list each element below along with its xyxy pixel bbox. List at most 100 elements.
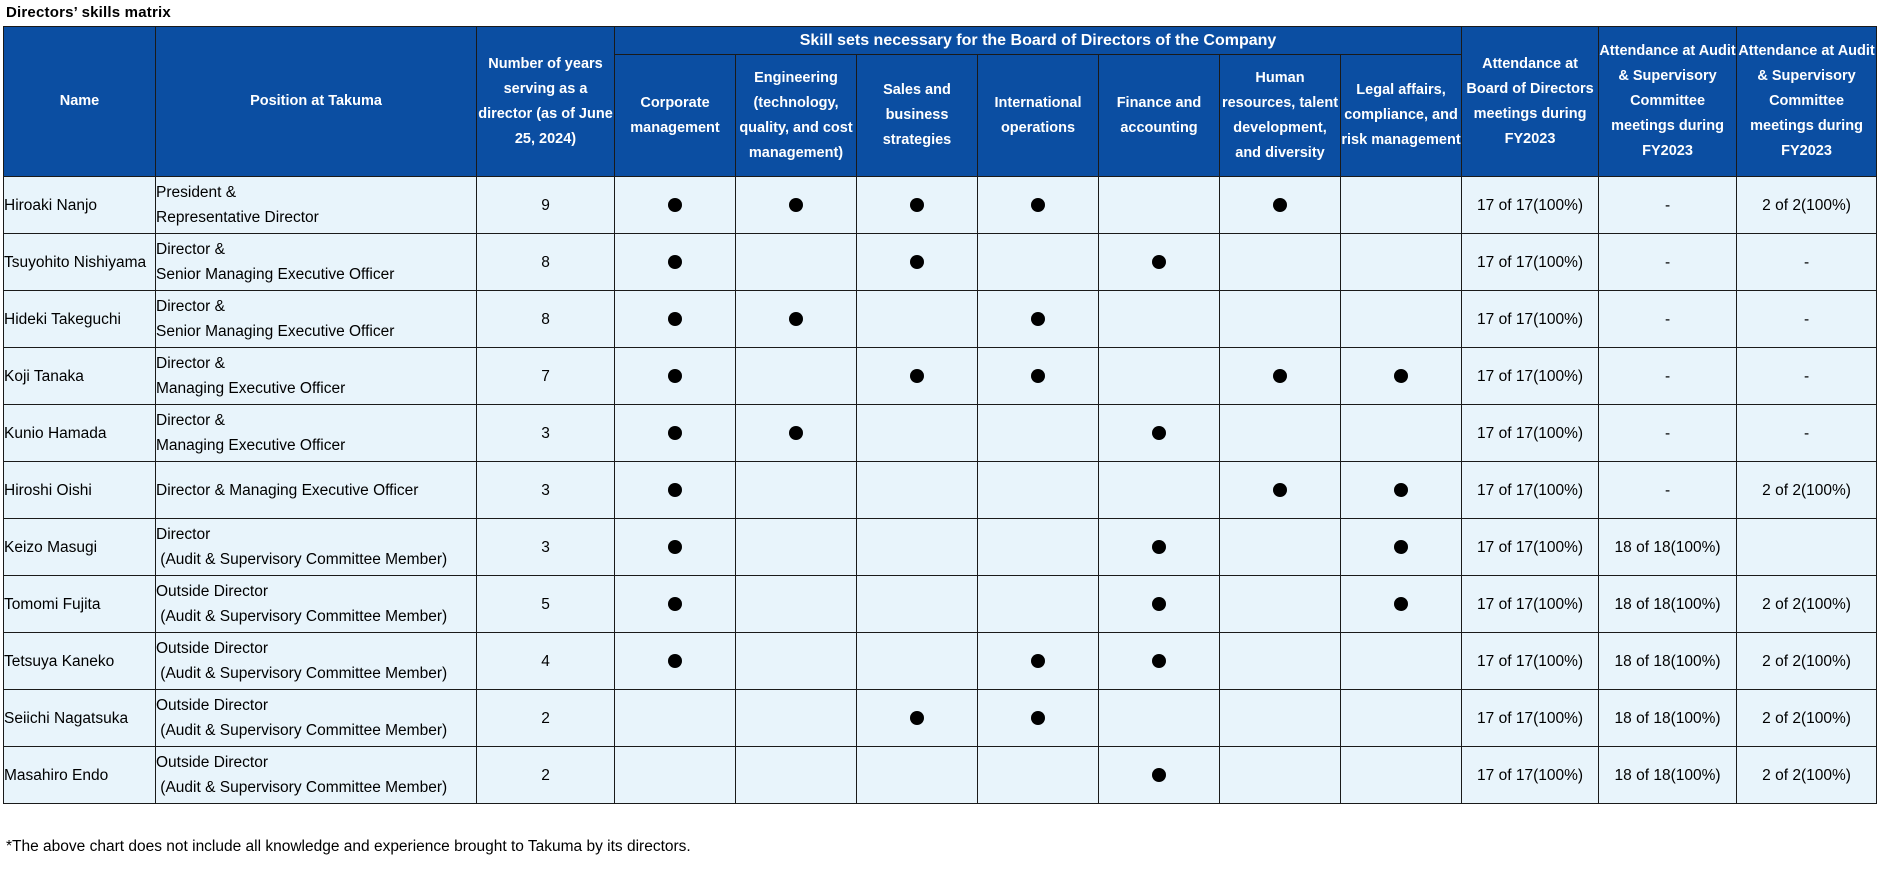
skill-cell — [1098, 176, 1220, 234]
skill-marker-icon — [910, 255, 924, 270]
skill-cell — [1098, 404, 1220, 462]
director-years: 2 — [476, 746, 615, 804]
skill-cell — [977, 518, 1099, 576]
skill-marker-icon — [910, 198, 924, 213]
footnote: *The above chart does not include all kn… — [6, 838, 691, 855]
skill-cell — [1098, 233, 1220, 291]
director-position: Director & Managing Executive Officer — [155, 404, 477, 462]
attendance-board: 17 of 17(100%) — [1461, 632, 1600, 690]
skill-cell — [1098, 347, 1220, 405]
director-name: Seiichi Nagatsuka — [3, 689, 156, 747]
skill-marker-icon — [668, 255, 682, 270]
director-position: Outside Director (Audit & Supervisory Co… — [155, 632, 477, 690]
skill-cell — [614, 632, 736, 690]
table-row: Tsuyohito Nishiyama Director & Senior Man… — [3, 233, 1878, 291]
header-skill-finance: Finance and accounting — [1098, 54, 1220, 177]
skill-marker-icon — [668, 540, 682, 555]
skill-cell — [1098, 689, 1220, 747]
skill-cell — [1339, 290, 1463, 348]
table-row: Masahiro Endo Outside Director (Audit & S… — [3, 746, 1878, 804]
attendance-board: 17 of 17(100%) — [1461, 290, 1600, 348]
attendance-audit-2: - — [1736, 347, 1878, 405]
director-years: 4 — [476, 632, 615, 690]
attendance-board: 17 of 17(100%) — [1461, 746, 1600, 804]
skill-cell — [856, 518, 978, 576]
director-position: Director & Senior Managing Executive Off… — [155, 233, 477, 291]
attendance-audit-1: - — [1598, 290, 1738, 348]
skill-marker-icon — [1152, 768, 1166, 783]
skill-marker-icon — [1273, 369, 1287, 384]
director-name: Tetsuya Kaneko — [3, 632, 156, 690]
skill-cell — [856, 689, 978, 747]
director-position: Director & Managing Executive Officer — [155, 461, 477, 519]
skill-cell — [735, 575, 857, 633]
attendance-board: 17 of 17(100%) — [1461, 176, 1600, 234]
director-name: Keizo Masugi — [3, 518, 156, 576]
table-row: Hiroaki Nanjo President & Representative … — [3, 176, 1878, 234]
skill-cell — [614, 176, 736, 234]
skill-cell — [977, 689, 1099, 747]
skill-marker-icon — [789, 198, 803, 213]
header-attendance-audit-2: Attendance at Audit & Supervisory Commit… — [1736, 26, 1878, 177]
skill-cell — [614, 404, 736, 462]
director-name: Masahiro Endo — [3, 746, 156, 804]
skill-cell — [977, 632, 1099, 690]
skill-cell — [977, 461, 1099, 519]
director-years: 3 — [476, 461, 615, 519]
skill-cell — [614, 233, 736, 291]
director-name: Koji Tanaka — [3, 347, 156, 405]
attendance-audit-1: 18 of 18(100%) — [1598, 746, 1738, 804]
skill-marker-icon — [1152, 255, 1166, 270]
skill-marker-icon — [1273, 483, 1287, 498]
header-skill-legal: Legal affairs, compliance, and risk mana… — [1339, 54, 1463, 177]
director-years: 5 — [476, 575, 615, 633]
table-row: Keizo Masugi Director (Audit & Supervisor… — [3, 518, 1878, 576]
skill-cell — [735, 290, 857, 348]
skill-marker-icon — [1031, 312, 1045, 327]
attendance-audit-2: 2 of 2(100%) — [1736, 689, 1878, 747]
skill-cell — [977, 404, 1099, 462]
skill-cell — [1219, 404, 1341, 462]
skill-cell — [977, 290, 1099, 348]
skill-cell — [614, 347, 736, 405]
header-name: Name — [3, 26, 156, 177]
skill-marker-icon — [1273, 198, 1287, 213]
skill-cell — [977, 347, 1099, 405]
skill-marker-icon — [668, 483, 682, 498]
skill-cell — [856, 176, 978, 234]
skill-cell — [1339, 518, 1463, 576]
director-position: President & Representative Director — [155, 176, 477, 234]
skill-cell — [1339, 575, 1463, 633]
table-row: Kunio Hamada Director & Managing Executiv… — [3, 404, 1878, 462]
header-skill-corporate-management: Corporate management — [614, 54, 736, 177]
header-skill-engineering: Engineering (technology, quality, and co… — [735, 54, 857, 177]
attendance-audit-1: - — [1598, 176, 1738, 234]
director-name: Hiroaki Nanjo — [3, 176, 156, 234]
skill-marker-icon — [668, 198, 682, 213]
attendance-audit-2: - — [1736, 233, 1878, 291]
director-years: 2 — [476, 689, 615, 747]
skill-cell — [614, 575, 736, 633]
skill-cell — [1339, 233, 1463, 291]
table-row: Hideki Takeguchi Director & Senior Managi… — [3, 290, 1878, 348]
skill-cell — [735, 632, 857, 690]
director-position: Director (Audit & Supervisory Committee … — [155, 518, 477, 576]
director-position: Outside Director (Audit & Supervisory Co… — [155, 575, 477, 633]
attendance-board: 17 of 17(100%) — [1461, 233, 1600, 291]
attendance-audit-2 — [1736, 518, 1878, 576]
skill-marker-icon — [1394, 369, 1409, 384]
attendance-audit-2: - — [1736, 404, 1878, 462]
skill-cell — [1339, 347, 1463, 405]
skill-cell — [1219, 176, 1341, 234]
table-row: Koji Tanaka Director & Managing Executive… — [3, 347, 1878, 405]
skill-cell — [1098, 461, 1220, 519]
header-skills-group: Skill sets necessary for the Board of Di… — [613, 26, 1463, 55]
header-skill-human-resources: Human resources, talent development, and… — [1219, 54, 1341, 177]
attendance-board: 17 of 17(100%) — [1461, 347, 1600, 405]
header-row-top: Name Position at Takuma Number of years … — [3, 26, 1878, 177]
skill-cell — [1219, 518, 1341, 576]
attendance-audit-1: 18 of 18(100%) — [1598, 518, 1738, 576]
attendance-audit-1: 18 of 18(100%) — [1598, 689, 1738, 747]
skill-cell — [735, 461, 857, 519]
skill-cell — [735, 347, 857, 405]
